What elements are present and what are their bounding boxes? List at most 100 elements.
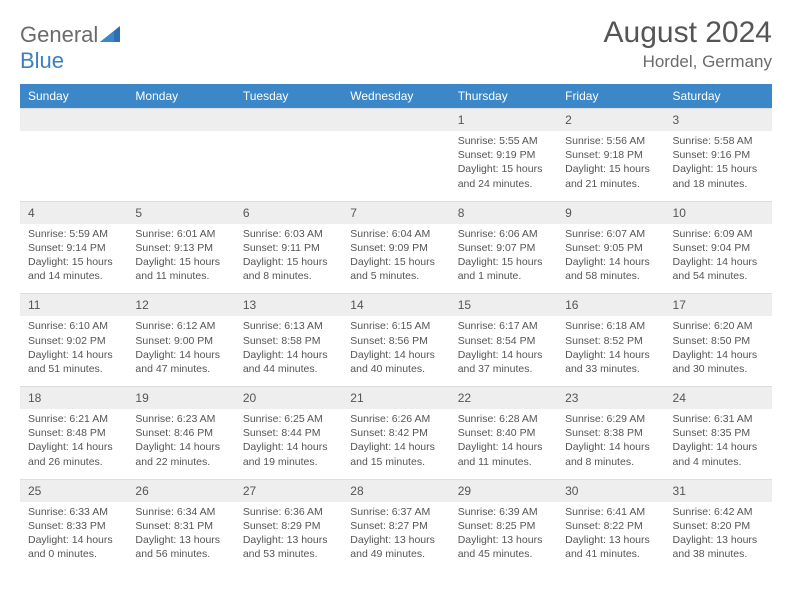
daylight-text-1: Daylight: 15 hours	[673, 162, 764, 176]
day-cell	[342, 131, 449, 201]
daylight-text-1: Daylight: 14 hours	[135, 348, 226, 362]
sunset-text: Sunset: 9:02 PM	[28, 334, 119, 348]
day-cell: Sunrise: 6:23 AMSunset: 8:46 PMDaylight:…	[127, 409, 234, 479]
daylight-text-1: Daylight: 15 hours	[458, 162, 549, 176]
day-number: 28	[342, 479, 449, 502]
daylight-text-2: and 56 minutes.	[135, 547, 226, 561]
daylight-text-1: Daylight: 14 hours	[673, 255, 764, 269]
sunset-text: Sunset: 8:48 PM	[28, 426, 119, 440]
sunset-text: Sunset: 8:25 PM	[458, 519, 549, 533]
day-number: 7	[342, 201, 449, 224]
daylight-text-2: and 38 minutes.	[673, 547, 764, 561]
daylight-text-2: and 4 minutes.	[673, 455, 764, 469]
sunrise-text: Sunrise: 6:37 AM	[350, 505, 441, 519]
daylight-text-2: and 21 minutes.	[565, 177, 656, 191]
daylight-text-2: and 49 minutes.	[350, 547, 441, 561]
day-number: 3	[665, 109, 772, 132]
daylight-text-1: Daylight: 13 hours	[243, 533, 334, 547]
sunset-text: Sunset: 8:52 PM	[565, 334, 656, 348]
daylight-text-1: Daylight: 14 hours	[28, 533, 119, 547]
sunrise-text: Sunrise: 5:55 AM	[458, 134, 549, 148]
daylight-text-1: Daylight: 14 hours	[565, 440, 656, 454]
day-number: 2	[557, 109, 664, 132]
day-number: 21	[342, 387, 449, 410]
dow-cell: Monday	[127, 84, 234, 109]
day-number: 12	[127, 294, 234, 317]
day-number: 25	[20, 479, 127, 502]
sunrise-text: Sunrise: 6:06 AM	[458, 227, 549, 241]
dow-cell: Thursday	[450, 84, 557, 109]
sunset-text: Sunset: 8:58 PM	[243, 334, 334, 348]
daylight-text-1: Daylight: 14 hours	[565, 348, 656, 362]
day-cell: Sunrise: 5:55 AMSunset: 9:19 PMDaylight:…	[450, 131, 557, 201]
daynum-row: 123	[20, 109, 772, 132]
day-cell: Sunrise: 6:28 AMSunset: 8:40 PMDaylight:…	[450, 409, 557, 479]
day-cell: Sunrise: 6:25 AMSunset: 8:44 PMDaylight:…	[235, 409, 342, 479]
sunset-text: Sunset: 9:00 PM	[135, 334, 226, 348]
day-cell: Sunrise: 6:10 AMSunset: 9:02 PMDaylight:…	[20, 316, 127, 386]
brand-part2: Blue	[20, 48, 64, 73]
day-number: 13	[235, 294, 342, 317]
daylight-text-2: and 40 minutes.	[350, 362, 441, 376]
day-cell: Sunrise: 6:33 AMSunset: 8:33 PMDaylight:…	[20, 502, 127, 572]
daylight-text-1: Daylight: 14 hours	[458, 348, 549, 362]
day-number: 27	[235, 479, 342, 502]
day-number	[20, 109, 127, 132]
day-cell: Sunrise: 6:09 AMSunset: 9:04 PMDaylight:…	[665, 224, 772, 294]
title-block: August 2024 Hordel, Germany	[604, 16, 772, 72]
day-cell: Sunrise: 6:39 AMSunset: 8:25 PMDaylight:…	[450, 502, 557, 572]
sunset-text: Sunset: 8:54 PM	[458, 334, 549, 348]
sunset-text: Sunset: 8:44 PM	[243, 426, 334, 440]
day-number: 30	[557, 479, 664, 502]
dow-row: SundayMondayTuesdayWednesdayThursdayFrid…	[20, 84, 772, 109]
day-number: 4	[20, 201, 127, 224]
dow-cell: Tuesday	[235, 84, 342, 109]
day-number: 26	[127, 479, 234, 502]
day-cell	[127, 131, 234, 201]
sunrise-text: Sunrise: 6:15 AM	[350, 319, 441, 333]
day-number: 14	[342, 294, 449, 317]
day-number: 10	[665, 201, 772, 224]
sunrise-text: Sunrise: 6:26 AM	[350, 412, 441, 426]
calendar-table: SundayMondayTuesdayWednesdayThursdayFrid…	[20, 84, 772, 571]
day-number	[127, 109, 234, 132]
sunrise-text: Sunrise: 6:21 AM	[28, 412, 119, 426]
sunrise-text: Sunrise: 6:04 AM	[350, 227, 441, 241]
sunset-text: Sunset: 8:33 PM	[28, 519, 119, 533]
day-cell: Sunrise: 6:06 AMSunset: 9:07 PMDaylight:…	[450, 224, 557, 294]
brand-sail-icon	[100, 22, 120, 47]
data-row: Sunrise: 5:55 AMSunset: 9:19 PMDaylight:…	[20, 131, 772, 201]
sunrise-text: Sunrise: 6:28 AM	[458, 412, 549, 426]
daylight-text-2: and 44 minutes.	[243, 362, 334, 376]
month-title: August 2024	[604, 16, 772, 50]
daylight-text-2: and 11 minutes.	[458, 455, 549, 469]
day-cell: Sunrise: 6:29 AMSunset: 8:38 PMDaylight:…	[557, 409, 664, 479]
daylight-text-2: and 18 minutes.	[673, 177, 764, 191]
daylight-text-2: and 53 minutes.	[243, 547, 334, 561]
daylight-text-2: and 24 minutes.	[458, 177, 549, 191]
daylight-text-2: and 19 minutes.	[243, 455, 334, 469]
sunset-text: Sunset: 9:18 PM	[565, 148, 656, 162]
day-number	[342, 109, 449, 132]
daylight-text-2: and 22 minutes.	[135, 455, 226, 469]
daylight-text-2: and 1 minute.	[458, 269, 549, 283]
daylight-text-2: and 54 minutes.	[673, 269, 764, 283]
daylight-text-1: Daylight: 14 hours	[350, 440, 441, 454]
day-number: 9	[557, 201, 664, 224]
daylight-text-2: and 14 minutes.	[28, 269, 119, 283]
daylight-text-1: Daylight: 13 hours	[673, 533, 764, 547]
day-cell: Sunrise: 6:31 AMSunset: 8:35 PMDaylight:…	[665, 409, 772, 479]
sunset-text: Sunset: 9:05 PM	[565, 241, 656, 255]
daylight-text-2: and 51 minutes.	[28, 362, 119, 376]
data-row: Sunrise: 5:59 AMSunset: 9:14 PMDaylight:…	[20, 224, 772, 294]
daylight-text-1: Daylight: 14 hours	[28, 348, 119, 362]
sunset-text: Sunset: 9:09 PM	[350, 241, 441, 255]
daylight-text-1: Daylight: 15 hours	[350, 255, 441, 269]
sunrise-text: Sunrise: 6:34 AM	[135, 505, 226, 519]
daylight-text-1: Daylight: 14 hours	[135, 440, 226, 454]
sunset-text: Sunset: 8:20 PM	[673, 519, 764, 533]
day-number: 22	[450, 387, 557, 410]
sunset-text: Sunset: 9:19 PM	[458, 148, 549, 162]
brand-part1: General	[20, 22, 98, 47]
day-cell: Sunrise: 6:42 AMSunset: 8:20 PMDaylight:…	[665, 502, 772, 572]
